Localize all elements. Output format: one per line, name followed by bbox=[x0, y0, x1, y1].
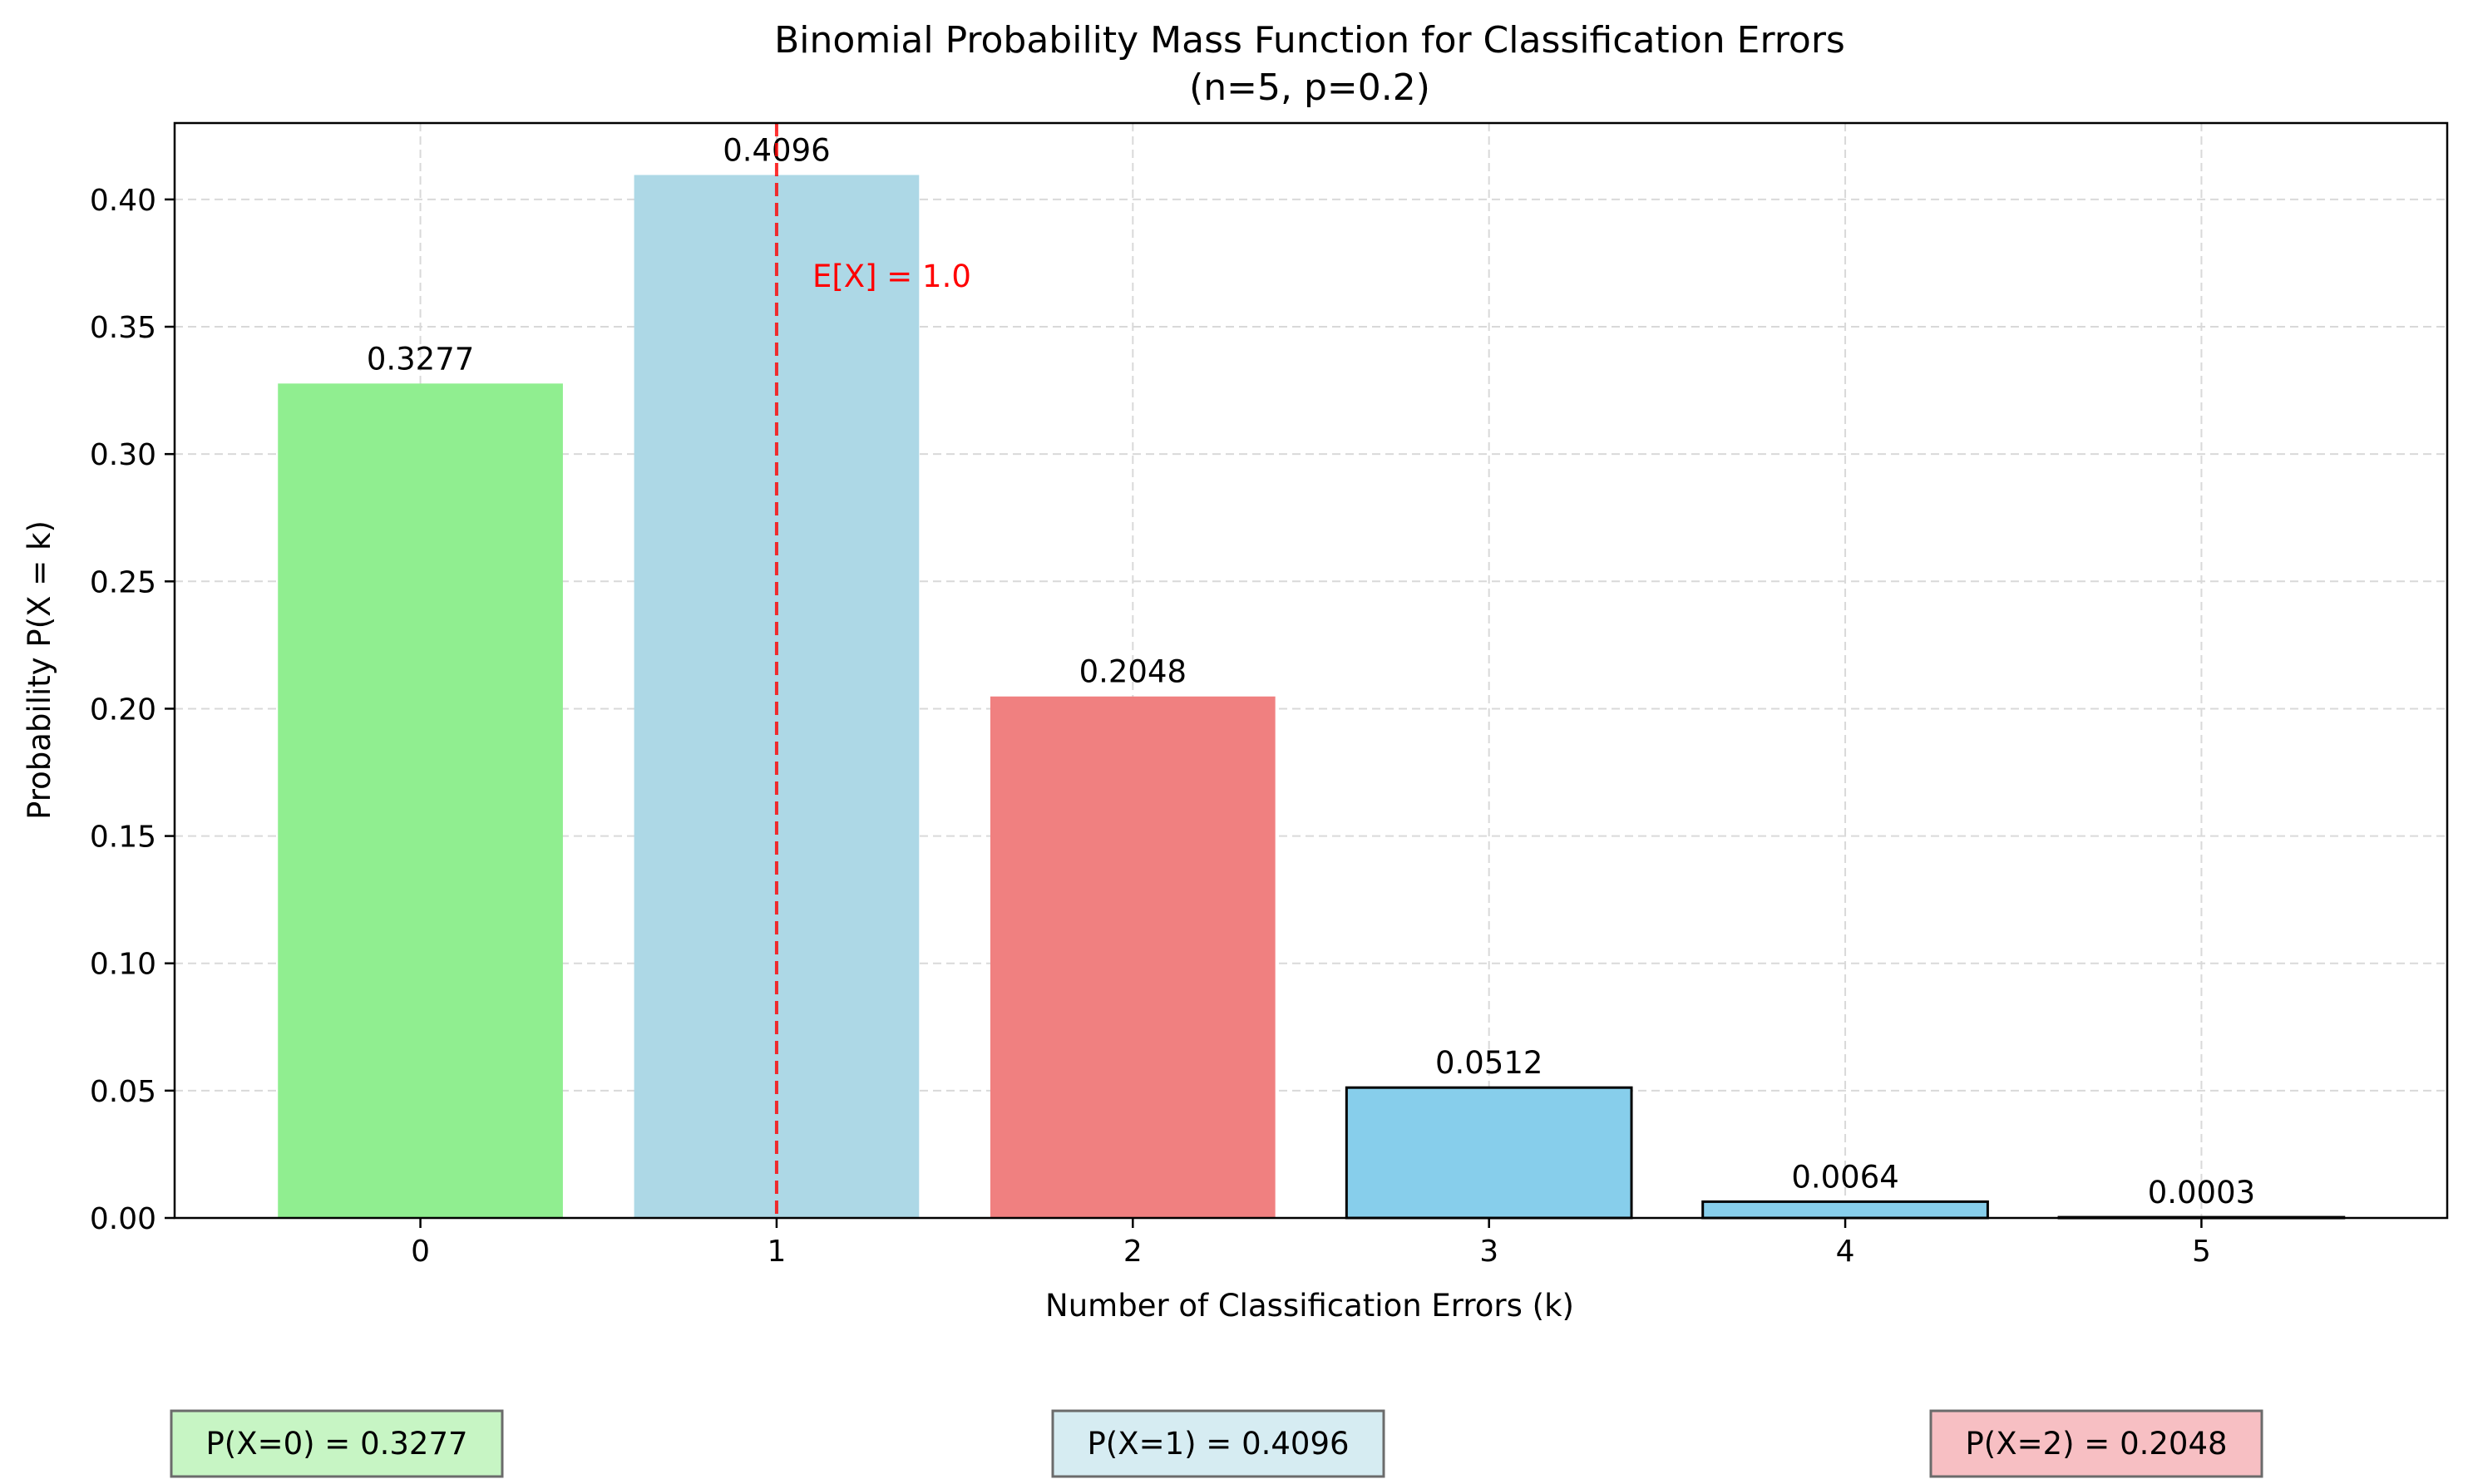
y-tick-label: 0.10 bbox=[90, 948, 156, 982]
bar-0 bbox=[278, 383, 563, 1218]
chart-subtitle: (n=5, p=0.2) bbox=[1189, 67, 1430, 109]
bar-value-label: 0.3277 bbox=[367, 341, 474, 377]
y-tick-label: 0.15 bbox=[90, 821, 156, 855]
x-tick-label: 5 bbox=[2192, 1235, 2211, 1269]
probability-box: P(X=2) = 0.2048 bbox=[1929, 1409, 2263, 1478]
x-tick-label: 2 bbox=[1123, 1235, 1143, 1269]
probability-box: P(X=0) = 0.3277 bbox=[170, 1409, 504, 1478]
probability-box-frame bbox=[170, 1409, 504, 1478]
y-tick-label: 0.20 bbox=[90, 693, 156, 727]
bar-2 bbox=[990, 696, 1276, 1218]
bar-value-label: 0.2048 bbox=[1079, 654, 1187, 690]
probability-box-text: P(X=0) = 0.3277 bbox=[205, 1426, 467, 1462]
y-tick-label: 0.05 bbox=[90, 1075, 156, 1109]
probability-box: P(X=1) = 0.4096 bbox=[1051, 1409, 1385, 1478]
x-axis-label: Number of Classification Errors (k) bbox=[1045, 1288, 1574, 1324]
plot-frame bbox=[173, 121, 2449, 1220]
probability-box-text: P(X=2) = 0.2048 bbox=[1965, 1426, 2227, 1462]
x-axis-ticks: 0 1 2 3 4 5 bbox=[411, 1218, 2211, 1269]
bar-3 bbox=[1345, 1086, 1633, 1220]
y-tick-label: 0.40 bbox=[90, 184, 156, 218]
bar-value-label: 0.0003 bbox=[2148, 1175, 2255, 1210]
y-tick-label: 0.25 bbox=[90, 565, 156, 599]
bars bbox=[278, 175, 2346, 1220]
y-axis-label: Probability P(X = k) bbox=[22, 520, 57, 820]
expected-value-label: E[X] = 1.0 bbox=[812, 259, 971, 294]
x-tick-label: 0 bbox=[411, 1235, 430, 1269]
y-axis-ticks: 0.00 0.05 0.10 0.15 0.20 0.25 0.30 0.35 0.40 bbox=[90, 184, 175, 1236]
probability-box-frame bbox=[1051, 1409, 1385, 1478]
probability-boxes: P(X=0) = 0.3277 P(X=1) = 0.4096 P(X=2) = 0… bbox=[170, 1409, 2263, 1478]
y-tick-label: 0.00 bbox=[90, 1202, 156, 1236]
x-tick-label: 3 bbox=[1479, 1235, 1498, 1269]
y-tick-label: 0.35 bbox=[90, 311, 156, 345]
x-tick-label: 1 bbox=[767, 1235, 786, 1269]
bar-4 bbox=[1701, 1200, 1989, 1220]
probability-box-frame bbox=[1929, 1409, 2263, 1478]
x-tick-label: 4 bbox=[1836, 1235, 1855, 1269]
bar-value-label: 0.0064 bbox=[1791, 1159, 1898, 1195]
expected-value-marker: E[X] = 1.0 bbox=[774, 123, 971, 1218]
bar-value-label: 0.0512 bbox=[1435, 1045, 1542, 1081]
y-tick-label: 0.30 bbox=[90, 438, 156, 472]
probability-box-text: P(X=1) = 0.4096 bbox=[1087, 1426, 1349, 1462]
chart-title: Binomial Probability Mass Function for C… bbox=[774, 19, 1845, 62]
